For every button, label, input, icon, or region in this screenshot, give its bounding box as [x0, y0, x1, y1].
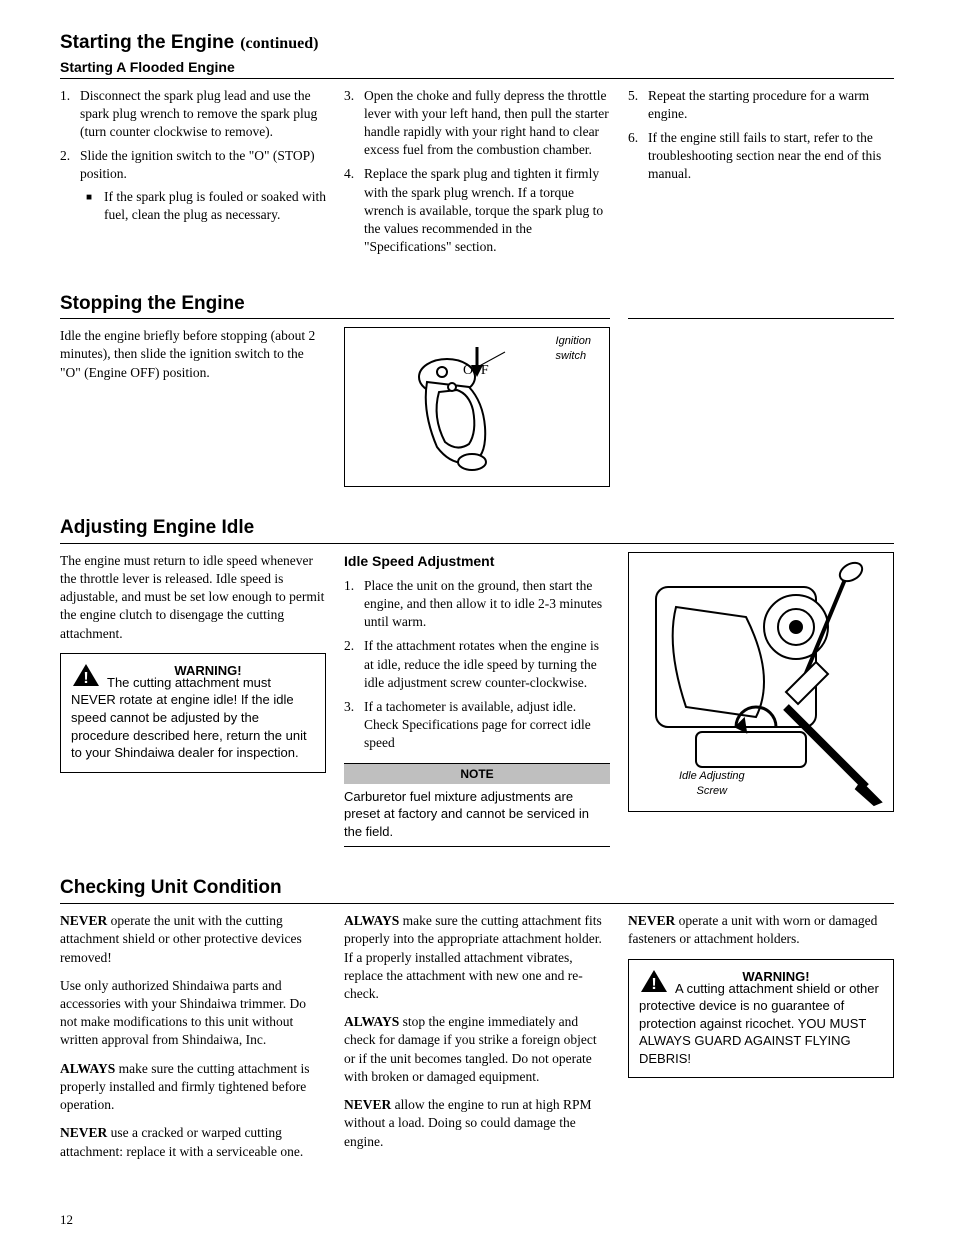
list-num: 6.	[628, 129, 648, 184]
figure-label-ignition: Ignition switch	[556, 334, 591, 364]
list-num: 2.	[60, 147, 80, 224]
list-num: 1.	[60, 87, 80, 142]
rule	[628, 318, 894, 319]
trigger-handle-illustration	[377, 332, 577, 482]
rule	[60, 318, 610, 319]
list-num: 4.	[344, 165, 364, 256]
stopping-col1: Idle the engine briefly before stopping …	[60, 327, 326, 487]
bold-lead: NEVER	[344, 1097, 391, 1112]
stopping-title: Stopping the Engine	[60, 291, 894, 317]
idle-subhead: Idle Speed Adjustment	[344, 552, 610, 571]
adjusting-col1: The engine must return to idle speed whe…	[60, 552, 326, 848]
adjusting-intro: The engine must return to idle speed whe…	[60, 552, 326, 643]
warning-icon: !	[639, 968, 669, 994]
warning-box-idle: ! WARNING! The cutting attachment must N…	[60, 653, 326, 773]
list-num: 1.	[344, 577, 364, 632]
warning-body: A cutting attachment shield or other pro…	[639, 980, 883, 1068]
section-starting: Starting the Engine (continued) Starting…	[60, 30, 894, 263]
rule	[60, 78, 894, 79]
list-num: 3.	[344, 87, 364, 160]
bold-lead: ALWAYS	[60, 1061, 115, 1076]
section-adjusting: Adjusting Engine Idle The engine must re…	[60, 515, 894, 847]
starting-title: Starting the Engine	[60, 30, 234, 56]
list-text: If a tachometer is available, adjust idl…	[364, 698, 610, 753]
adjusting-col2: Idle Speed Adjustment 1.Place the unit o…	[344, 552, 610, 848]
starting-continued: (continued)	[240, 33, 318, 55]
para: Use only authorized Shindaiwa parts and …	[60, 977, 326, 1050]
checking-col1: NEVER operate the unit with the cutting …	[60, 912, 326, 1171]
stopping-body: Idle the engine briefly before stopping …	[60, 327, 326, 382]
bold-lead: ALWAYS	[344, 1014, 399, 1029]
list-text: Slide the ignition switch to the "O" (ST…	[80, 148, 315, 181]
checking-col2: ALWAYS make sure the cutting attachment …	[344, 912, 610, 1171]
figure-ignition-switch: Ignition switch OFF	[344, 327, 610, 487]
list-text: Repeat the starting procedure for a warm…	[648, 87, 894, 123]
stopping-col2: Ignition switch OFF	[344, 327, 610, 487]
list-text: If the engine still fails to start, refe…	[648, 129, 894, 184]
list-text: Disconnect the spark plug lead and use t…	[80, 87, 326, 142]
list-text: Place the unit on the ground, then start…	[364, 577, 610, 632]
svg-text:!: !	[83, 670, 88, 687]
list-num: 2.	[344, 637, 364, 692]
starting-col2: 3.Open the choke and fully depress the t…	[344, 87, 610, 263]
warning-icon: !	[71, 662, 101, 688]
section-checking: Checking Unit Condition NEVER operate th…	[60, 875, 894, 1170]
warning-body: The cutting attachment must NEVER rotate…	[71, 674, 315, 762]
bold-lead: NEVER	[60, 1125, 107, 1140]
section-stopping: Stopping the Engine Idle the engine brie…	[60, 291, 894, 488]
svg-text:!: !	[651, 976, 656, 993]
note-title: NOTE	[344, 763, 610, 784]
bullet-text: If the spark plug is fouled or soaked wi…	[104, 188, 326, 224]
page-number: 12	[60, 1211, 894, 1229]
list-num: 5.	[628, 87, 648, 123]
starting-col1: 1.Disconnect the spark plug lead and use…	[60, 87, 326, 263]
bold-lead: NEVER	[60, 913, 107, 928]
starting-col3: 5.Repeat the starting procedure for a wa…	[628, 87, 894, 263]
checking-title: Checking Unit Condition	[60, 875, 894, 901]
list-text: Replace the spark plug and tighten it fi…	[364, 165, 610, 256]
list-text: Open the choke and fully depress the thr…	[364, 87, 610, 160]
checking-col3: NEVER operate a unit with worn or damage…	[628, 912, 894, 1171]
bold-lead: NEVER	[628, 913, 675, 928]
figure-label-idle-screw: Idle Adjusting Screw	[679, 769, 745, 799]
bold-lead: ALWAYS	[344, 913, 399, 928]
figure-off-label: OFF	[463, 362, 489, 381]
note-body: Carburetor fuel mixture adjustments are …	[344, 788, 610, 848]
starting-subtitle: Starting A Flooded Engine	[60, 58, 894, 77]
rule	[60, 543, 894, 544]
list-text: If the attachment rotates when the engin…	[364, 637, 610, 692]
adjusting-title: Adjusting Engine Idle	[60, 515, 894, 541]
adjusting-col3: Idle Adjusting Screw	[628, 552, 894, 848]
figure-idle-screw: Idle Adjusting Screw	[628, 552, 894, 812]
rule	[60, 903, 894, 904]
warning-box-debris: ! WARNING! A cutting attachment shield o…	[628, 959, 894, 1079]
engine-illustration	[636, 557, 886, 807]
list-num: 3.	[344, 698, 364, 753]
